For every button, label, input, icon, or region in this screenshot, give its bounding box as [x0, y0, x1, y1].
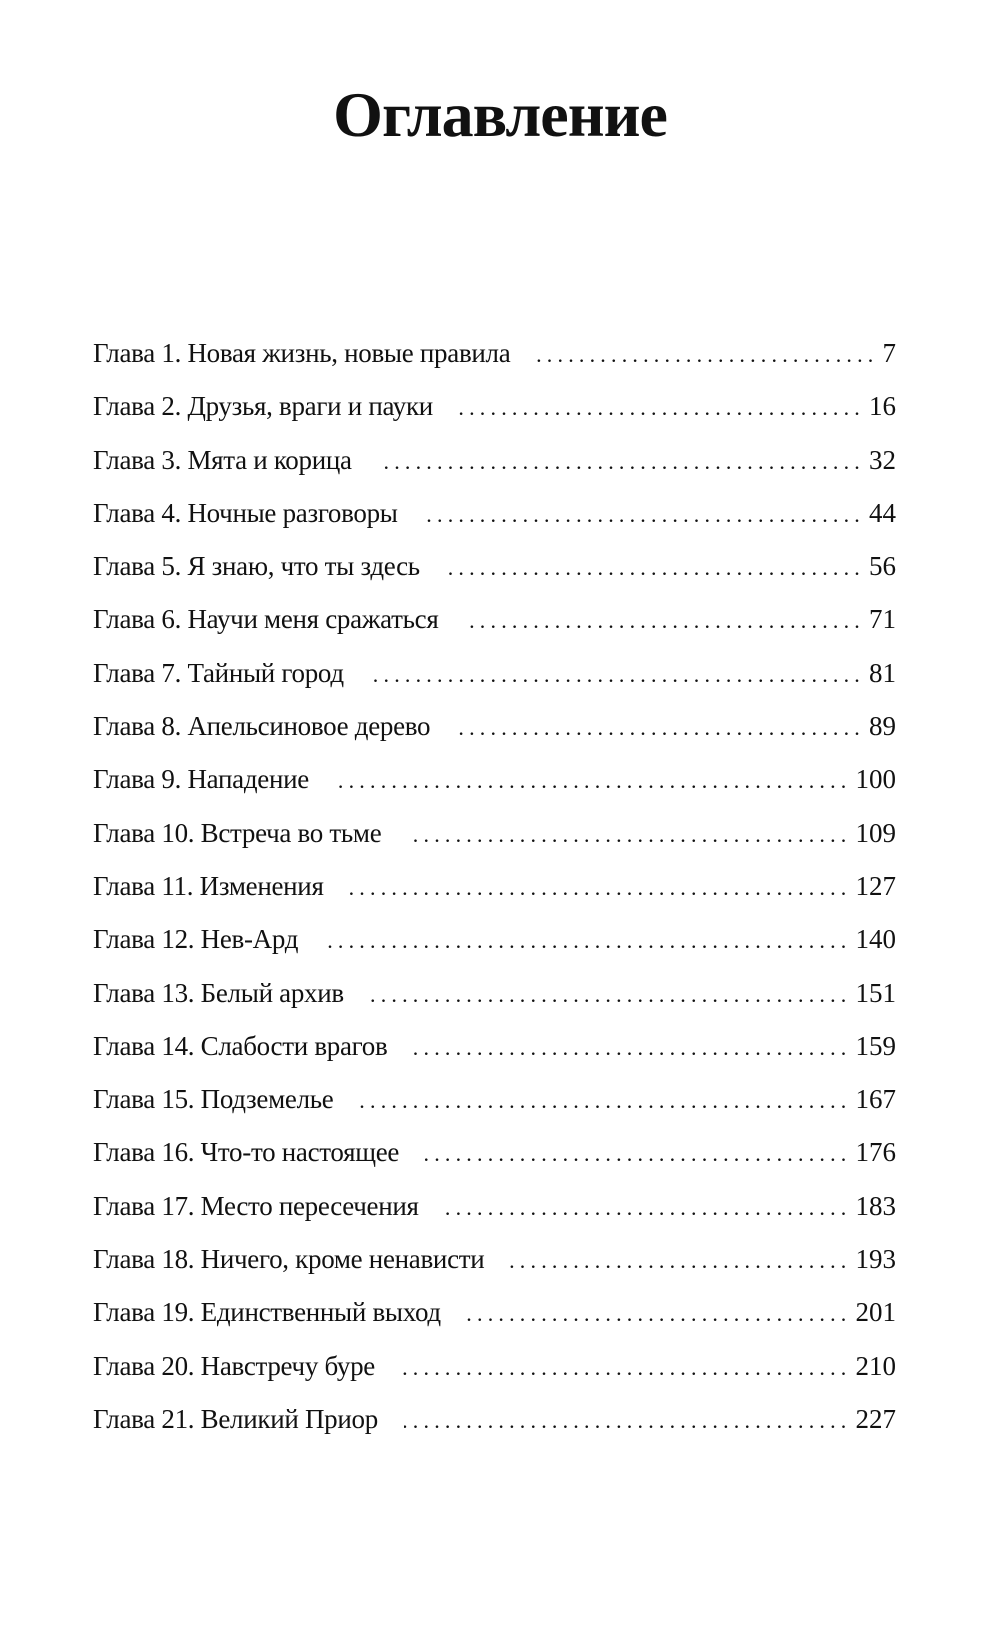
page-number: 109 [855, 817, 897, 848]
page-number: 193 [855, 1244, 897, 1275]
chapter-title: Глава 3. Мята и корица [93, 444, 352, 475]
dot-leader: ........................................… [335, 768, 852, 794]
dot-leader: ........................................… [536, 342, 879, 367]
toc-entry: Глава 20. Навстречу буре................… [93, 1351, 896, 1404]
toc-entry: Глава 13. Белый архив...................… [93, 978, 896, 1031]
page-number: 16 [869, 391, 896, 422]
dot-leader: ........................................… [444, 1194, 852, 1220]
chapter-title: Глава 7. Тайный город [93, 657, 344, 688]
chapter-title: Глава 16. Что-то настоящее [93, 1137, 400, 1168]
toc-entry: Глава 19. Единственный выход............… [93, 1297, 896, 1350]
dot-leader: ........................................… [403, 1407, 852, 1433]
chapter-title: Глава 9. Нападение [93, 764, 309, 795]
dot-leader: ........................................… [359, 1088, 852, 1114]
dot-leader: ........................................… [510, 1248, 852, 1274]
page-number: 159 [855, 1030, 897, 1061]
page-number: 56 [869, 551, 896, 582]
dot-leader: ........................................… [445, 555, 865, 581]
chapter-title: Глава 13. Белый архив [93, 977, 344, 1008]
chapter-title: Глава 19. Единственный выход [93, 1297, 441, 1328]
toc-entry: Глава 2. Друзья, враги и пауки..........… [93, 391, 896, 444]
dot-leader: ........................................… [458, 395, 865, 421]
chapter-title: Глава 12. Нев-Ард [93, 924, 299, 955]
page-number: 201 [855, 1297, 897, 1328]
page-number: 176 [855, 1137, 897, 1168]
toc-entry: Глава 14. Слабости врагов...............… [93, 1031, 896, 1084]
chapter-title: Глава 8. Апельсиновое дерево [93, 711, 431, 742]
dot-leader: ........................................… [407, 821, 852, 847]
toc-entry: Глава 18. Ничего, кроме ненависти.......… [93, 1244, 896, 1297]
page-number: 167 [855, 1084, 897, 1115]
page-title: Оглавление [333, 79, 668, 150]
chapter-title: Глава 6. Научи меня сражаться [93, 604, 439, 635]
toc-entry: Глава 11. Изменения.....................… [93, 871, 896, 924]
dot-leader: ........................................… [369, 981, 852, 1007]
page-number: 210 [855, 1350, 897, 1381]
toc-entry: Глава 3. Мята и корица..................… [93, 445, 896, 498]
toc-entry: Глава 17. Место пересечения.............… [93, 1191, 896, 1244]
dot-leader: ........................................… [349, 874, 852, 900]
toc-entry: Глава 8. Апельсиновое дерево............… [93, 711, 896, 764]
page-number: 32 [869, 444, 896, 475]
toc-entry: Глава 9. Нападение......................… [93, 764, 896, 817]
page-number: 71 [869, 604, 896, 635]
toc-entry: Глава 21. Великий Приор.................… [93, 1404, 896, 1457]
page-number: 44 [869, 497, 896, 528]
page-number: 100 [855, 764, 897, 795]
dot-leader: ........................................… [456, 715, 865, 741]
chapter-title: Глава 15. Подземелье [93, 1084, 334, 1115]
chapter-title: Глава 2. Друзья, враги и пауки [93, 391, 433, 422]
page-number: 81 [869, 657, 896, 688]
dot-leader: ........................................… [464, 608, 865, 634]
page-number: 127 [855, 870, 897, 901]
page-number: 183 [855, 1190, 897, 1221]
toc-entry: Глава 12. Нев-Ард.......................… [93, 924, 896, 977]
dot-leader: ........................................… [401, 1354, 852, 1380]
toc-entry: Глава 4. Ночные разговоры...............… [93, 498, 896, 551]
dot-leader: ........................................… [324, 928, 852, 954]
toc-entry: Глава 15. Подземелье....................… [93, 1084, 896, 1137]
table-of-contents: Глава 1. Новая жизнь, новые правила.....… [93, 338, 896, 1457]
dot-leader: ........................................… [370, 661, 865, 687]
chapter-title: Глава 4. Ночные разговоры [93, 497, 398, 528]
chapter-title: Глава 14. Слабости врагов [93, 1030, 388, 1061]
dot-leader: ........................................… [466, 1301, 852, 1327]
dot-leader: ........................................… [378, 448, 865, 474]
toc-entry: Глава 16. Что-то настоящее..............… [93, 1137, 896, 1190]
toc-entry: Глава 6. Научи меня сражаться...........… [93, 604, 896, 657]
chapter-title: Глава 11. Изменения [93, 870, 324, 901]
chapter-title: Глава 18. Ничего, кроме ненависти [93, 1244, 485, 1275]
chapter-title: Глава 5. Я знаю, что ты здесь [93, 551, 420, 582]
chapter-title: Глава 20. Навстречу буре [93, 1350, 375, 1381]
chapter-title: Глава 17. Место пересечения [93, 1190, 419, 1221]
page-number: 89 [869, 711, 896, 742]
chapter-title: Глава 1. Новая жизнь, новые правила [93, 338, 511, 368]
toc-entry: Глава 5. Я знаю, что ты здесь...........… [93, 551, 896, 604]
chapter-title: Глава 21. Великий Приор [93, 1403, 378, 1434]
page-number: 151 [855, 977, 897, 1008]
page-number: 7 [882, 338, 897, 368]
page-number: 227 [855, 1403, 897, 1434]
toc-entry: Глава 1. Новая жизнь, новые правила.....… [93, 338, 896, 391]
dot-leader: ........................................… [425, 1141, 852, 1167]
chapter-title: Глава 10. Встреча во тьме [93, 817, 382, 848]
toc-entry: Глава 7. Тайный город...................… [93, 658, 896, 711]
toc-entry: Глава 10. Встреча во тьме...............… [93, 818, 896, 871]
page-number: 140 [855, 924, 897, 955]
dot-leader: ........................................… [424, 501, 865, 527]
dot-leader: ........................................… [413, 1034, 852, 1060]
